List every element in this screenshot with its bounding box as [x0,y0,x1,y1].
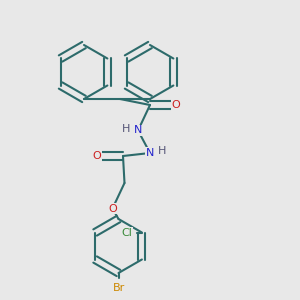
Text: Br: Br [112,283,124,293]
Text: Cl: Cl [122,227,132,238]
Text: H: H [122,124,130,134]
Text: O: O [172,100,181,110]
Text: N: N [146,148,154,158]
Text: H: H [158,146,166,157]
Text: O: O [92,151,101,161]
Text: O: O [108,203,117,214]
Text: N: N [134,125,142,136]
